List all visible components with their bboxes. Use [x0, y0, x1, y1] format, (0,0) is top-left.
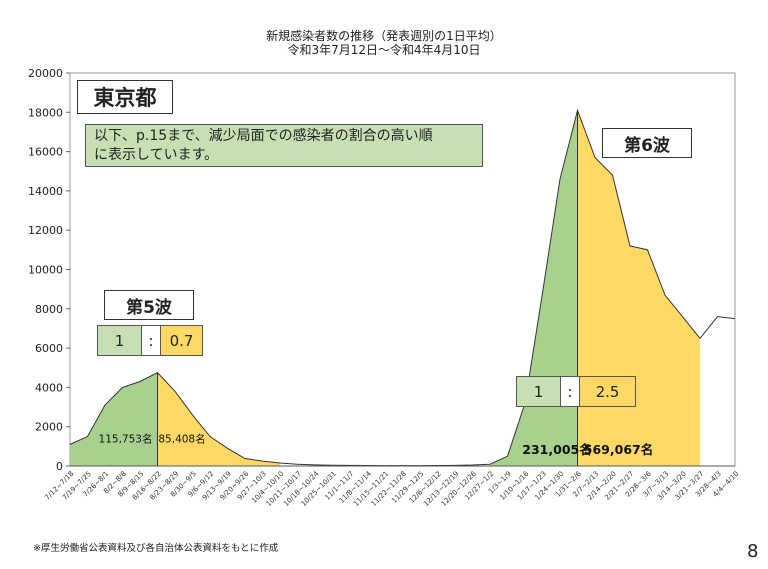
- y-tick-label: 4000: [35, 381, 63, 394]
- wave6-decrease-count: 569,067名: [584, 442, 653, 457]
- wave5-decrease-area: [157, 372, 280, 466]
- footnote: ※厚生労働省公表資料及び各自治体公表資料をもとに作成: [33, 543, 279, 554]
- wave5-ratio-right: 0.7: [161, 326, 202, 355]
- note-line-2: に表示しています。: [94, 147, 219, 163]
- y-tick-label: 12000: [28, 224, 63, 237]
- wave6-increase-count: 231,005名: [522, 442, 591, 457]
- wave5-ratio-left: 1: [98, 326, 141, 355]
- wave6-label: 第6波: [602, 128, 692, 158]
- y-tick-label: 6000: [35, 342, 63, 355]
- y-tick-label: 8000: [35, 303, 63, 316]
- y-tick-label: 10000: [28, 264, 63, 277]
- y-tick-label: 2000: [35, 421, 63, 434]
- wave6-ratio-left: 1: [517, 377, 560, 406]
- wave5-increase-count: 115,753名: [99, 432, 153, 445]
- note-box: 以下、p.15まで、減少局面での感染者の割合の高い順 に表示しています。: [85, 124, 483, 167]
- wave5-ratio-box: 1 : 0.7: [97, 325, 203, 356]
- wave6-ratio-right: 2.5: [580, 377, 635, 406]
- page-number: 8: [747, 541, 759, 562]
- wave5-increase-area: [70, 372, 158, 466]
- wave6-decrease-area: [577, 110, 700, 467]
- chart-title: 新規感染者数の推移（発表週別の1日平均）: [266, 29, 502, 43]
- wave5-ratio-separator: :: [141, 326, 161, 355]
- y-tick-label: 18000: [28, 106, 63, 119]
- y-tick-label: 16000: [28, 146, 63, 159]
- y-tick-label: 0: [56, 460, 63, 473]
- y-tick-label: 20000: [28, 67, 63, 80]
- note-line-1: 以下、p.15まで、減少局面での感染者の割合の高い順: [94, 128, 433, 144]
- wave6-ratio-box: 1 : 2.5: [516, 376, 636, 407]
- chart-subtitle: 令和3年7月12日～令和4年4月10日: [287, 43, 481, 57]
- prefecture-label: 東京都: [77, 80, 173, 114]
- wave5-decrease-count: 85,408名: [158, 432, 205, 445]
- wave6-ratio-separator: :: [560, 377, 580, 406]
- y-tick-label: 14000: [28, 185, 63, 198]
- wave5-label: 第5波: [104, 290, 194, 320]
